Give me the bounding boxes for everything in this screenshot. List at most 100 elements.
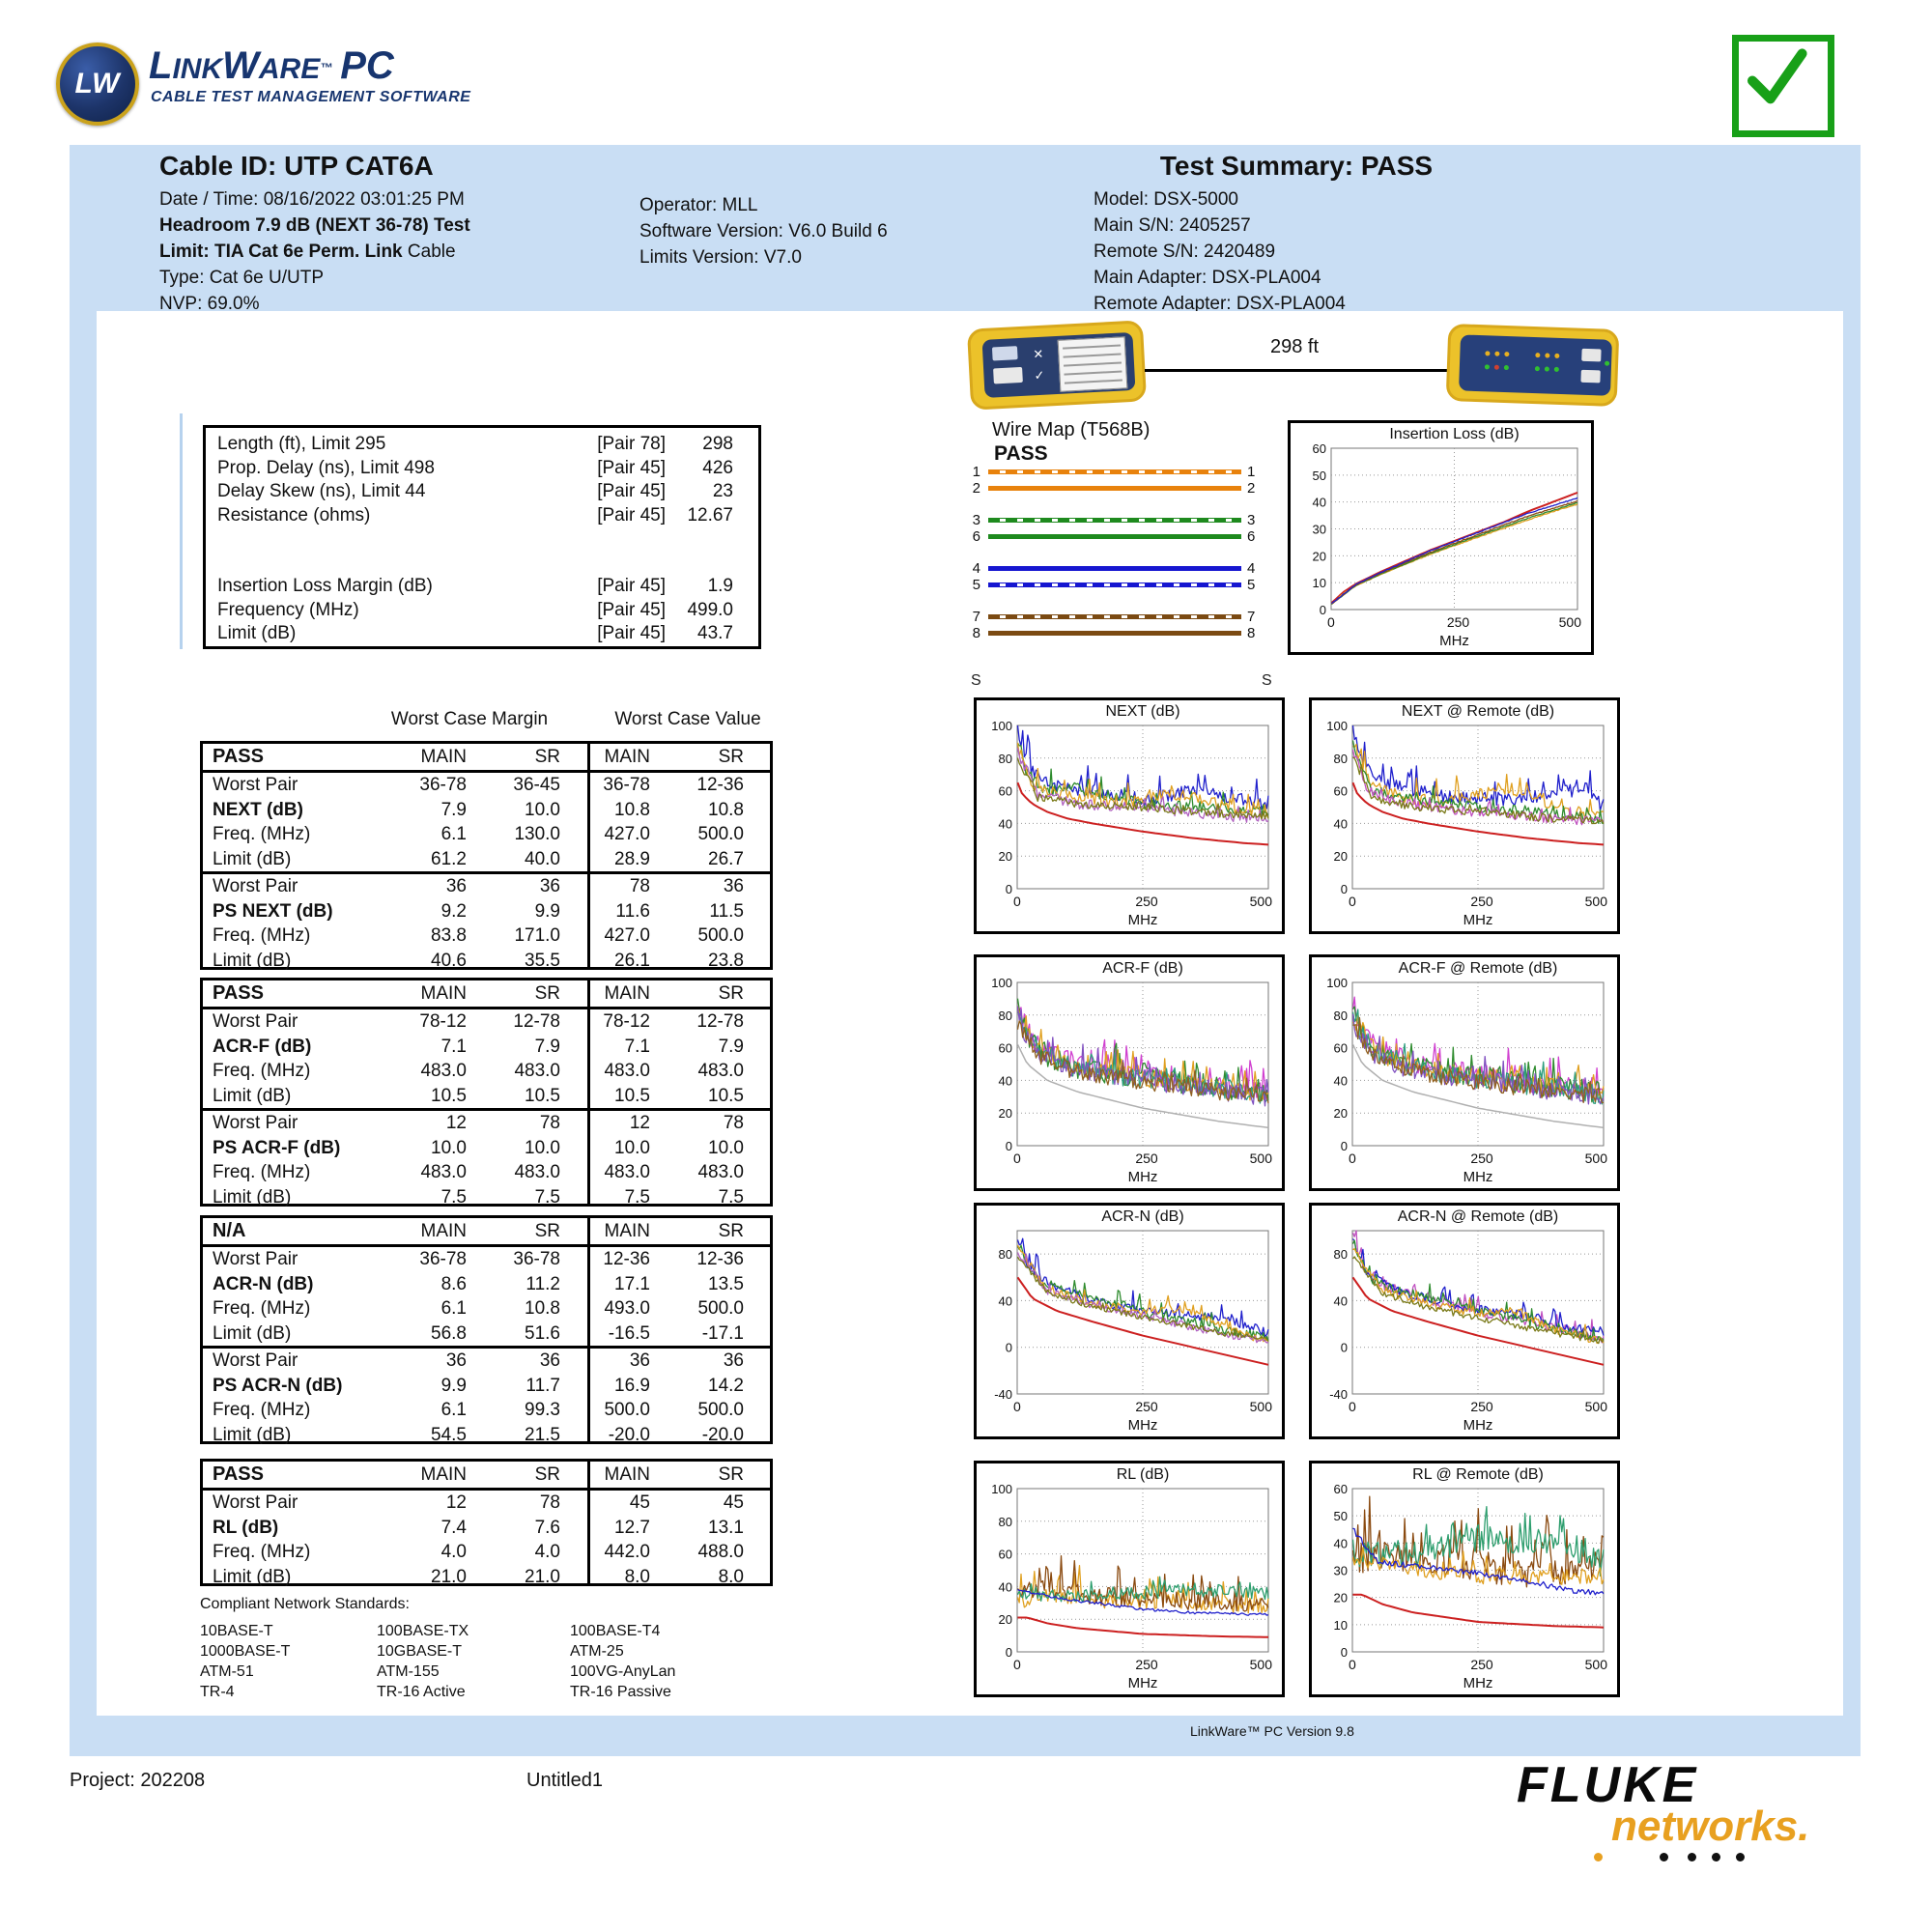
summary-row: [206, 526, 758, 551]
svg-text:0: 0: [1349, 1657, 1356, 1672]
svg-text:250: 250: [1135, 1151, 1158, 1166]
margin-value-divider: [587, 1218, 590, 1441]
row-label: PS ACR-N (dB): [213, 1375, 343, 1396]
table-accent-line: [180, 413, 183, 649]
wire-number-left: 3: [972, 512, 980, 528]
cell-value: 7.5: [624, 1186, 650, 1208]
standard-item: 1000BASE-T: [200, 1643, 291, 1660]
svg-text:-40: -40: [1329, 1387, 1348, 1402]
results-row: Worst Pair 36 36 78 36: [203, 874, 770, 899]
column-header: MAIN: [420, 1464, 468, 1485]
row-label: Worst Pair: [213, 1113, 298, 1133]
results-block-header: PASS MAIN SR MAIN SR: [203, 980, 770, 1009]
standard-item: ATM-155: [377, 1663, 440, 1680]
compliant-standards: Compliant Network Standards: 10BASE-T 100…: [200, 1596, 799, 1700]
cell-value: 51.6: [525, 1322, 560, 1344]
cell-value: 36: [723, 876, 744, 896]
svg-text:0: 0: [1006, 1139, 1012, 1153]
results-section: Worst Pair 36 36 36 36 PS ACR-N (dB) 9.9 11.7 16…: [203, 1346, 770, 1447]
column-header: SR: [534, 747, 560, 767]
cell-value: 488.0: [697, 1542, 744, 1562]
cell-value: 130.0: [514, 824, 560, 844]
wire-line: [988, 566, 1241, 571]
cell-value: 10.5: [708, 1085, 744, 1106]
pass-checkmark-icon: [1732, 35, 1834, 137]
svg-text:NEXT @ Remote (dB): NEXT @ Remote (dB): [1402, 703, 1554, 720]
svg-text:60: 60: [1313, 441, 1326, 456]
cell-value: 36: [445, 876, 467, 896]
cell-value: 23.8: [708, 950, 744, 971]
results-block: N/A MAIN SR MAIN SR Worst Pair 36-78 36-78 12-36…: [200, 1215, 773, 1447]
svg-text:80: 80: [1334, 1247, 1348, 1262]
cell-value: 54.5: [431, 1424, 467, 1445]
wire-map-status: PASS: [994, 442, 1048, 465]
header-center-line: Limits Version: V7.0: [639, 247, 802, 268]
results-row: Freq. (MHz) 483.0 483.0 483.0 483.0: [203, 1160, 770, 1185]
summary-pair: [Pair 45]: [597, 576, 666, 596]
cell-value: 12-36: [696, 775, 744, 795]
acrn-remote-chart: -40 0 40 80 0 250 500 ACR-N @ Remote (dB) MHz: [1309, 1203, 1620, 1439]
cell-value: 36-78: [603, 775, 650, 795]
results-row: Limit (dB) 54.5 21.5 -20.0 -20.0: [203, 1423, 770, 1448]
cell-value: 78-12: [603, 1011, 650, 1032]
margin-value-divider: [587, 1462, 590, 1583]
standard-item: 10GBASE-T: [377, 1643, 463, 1660]
svg-text:10: 10: [1313, 576, 1326, 590]
svg-text:500: 500: [1250, 1657, 1273, 1672]
svg-text:0: 0: [1013, 894, 1021, 909]
wire-number-left: 4: [972, 560, 980, 577]
results-row: Worst Pair 12 78 12 78: [203, 1111, 770, 1136]
summary-label: Prop. Delay (ns), Limit 498: [217, 457, 435, 478]
column-header: MAIN: [604, 983, 651, 1004]
cell-value: 10.0: [431, 1137, 467, 1158]
standard-item: ATM-25: [570, 1643, 624, 1660]
results-row: PS ACR-N (dB) 9.9 11.7 16.9 14.2: [203, 1374, 770, 1399]
svg-text:80: 80: [1334, 752, 1348, 766]
column-header: SR: [718, 747, 744, 767]
summary-pair: [Pair 45]: [597, 623, 666, 643]
svg-text:40: 40: [1334, 1536, 1348, 1550]
svg-text:MHz: MHz: [1463, 1169, 1493, 1185]
svg-text:50: 50: [1313, 469, 1326, 483]
results-section: Worst Pair 36-78 36-78 12-36 12-36 ACR-N (dB)…: [203, 1247, 770, 1346]
cell-value: -16.5: [608, 1322, 650, 1344]
row-label: Freq. (MHz): [213, 925, 311, 946]
cell-value: 36: [629, 1350, 650, 1371]
margin-value-divider: [587, 980, 590, 1204]
column-header: MAIN: [420, 747, 468, 767]
cell-value: 8.0: [718, 1566, 744, 1587]
svg-text:0: 0: [1341, 1139, 1348, 1153]
cell-value: 500.0: [697, 1298, 744, 1319]
standard-item: 100VG-AnyLan: [570, 1663, 676, 1680]
results-row: Limit (dB) 10.5 10.5 10.5 10.5: [203, 1084, 770, 1109]
wire-number-right: 8: [1247, 625, 1256, 641]
results-row: Freq. (MHz) 483.0 483.0 483.0 483.0: [203, 1059, 770, 1084]
cell-value: 13.1: [708, 1517, 744, 1538]
column-header: MAIN: [604, 747, 651, 767]
summary-row: [206, 551, 758, 575]
cell-value: 427.0: [604, 925, 650, 946]
cell-value: -20.0: [608, 1424, 650, 1445]
row-label: Worst Pair: [213, 1249, 298, 1269]
wire-number-right: 6: [1247, 528, 1256, 545]
status-badge: N/A: [213, 1220, 246, 1241]
wire-line: [988, 614, 1241, 619]
header-left-line: Date / Time: 08/16/2022 03:01:25 PM: [159, 189, 465, 210]
fluke-networks-logo: FLUKE networks.: [1488, 1756, 1855, 1872]
results-row: NEXT (dB) 7.9 10.0 10.8 10.8: [203, 798, 770, 823]
cell-value: 14.2: [708, 1375, 744, 1396]
standards-title: Compliant Network Standards:: [200, 1596, 410, 1612]
cell-value: 36: [723, 1350, 744, 1371]
acrf-chart: 0 20 40 60 80 100 0 250 500 ACR-F (dB) MHz: [974, 954, 1285, 1191]
svg-text:20: 20: [999, 849, 1012, 864]
wire-number-right: 3: [1247, 512, 1256, 528]
svg-text:MHz: MHz: [1128, 1169, 1158, 1185]
svg-text:250: 250: [1470, 1151, 1493, 1166]
svg-text:100: 100: [991, 719, 1012, 733]
linkware-logo: LW LINKWARE™ PC CABLE TEST MANAGEMENT SOF…: [56, 39, 597, 135]
cable-id-title: Cable ID: UTP CAT6A: [159, 151, 434, 181]
summary-value: 23: [712, 481, 733, 501]
cell-value: 4.0: [534, 1542, 560, 1562]
svg-text:RL (dB): RL (dB): [1117, 1466, 1170, 1483]
wire-line: [988, 486, 1241, 491]
